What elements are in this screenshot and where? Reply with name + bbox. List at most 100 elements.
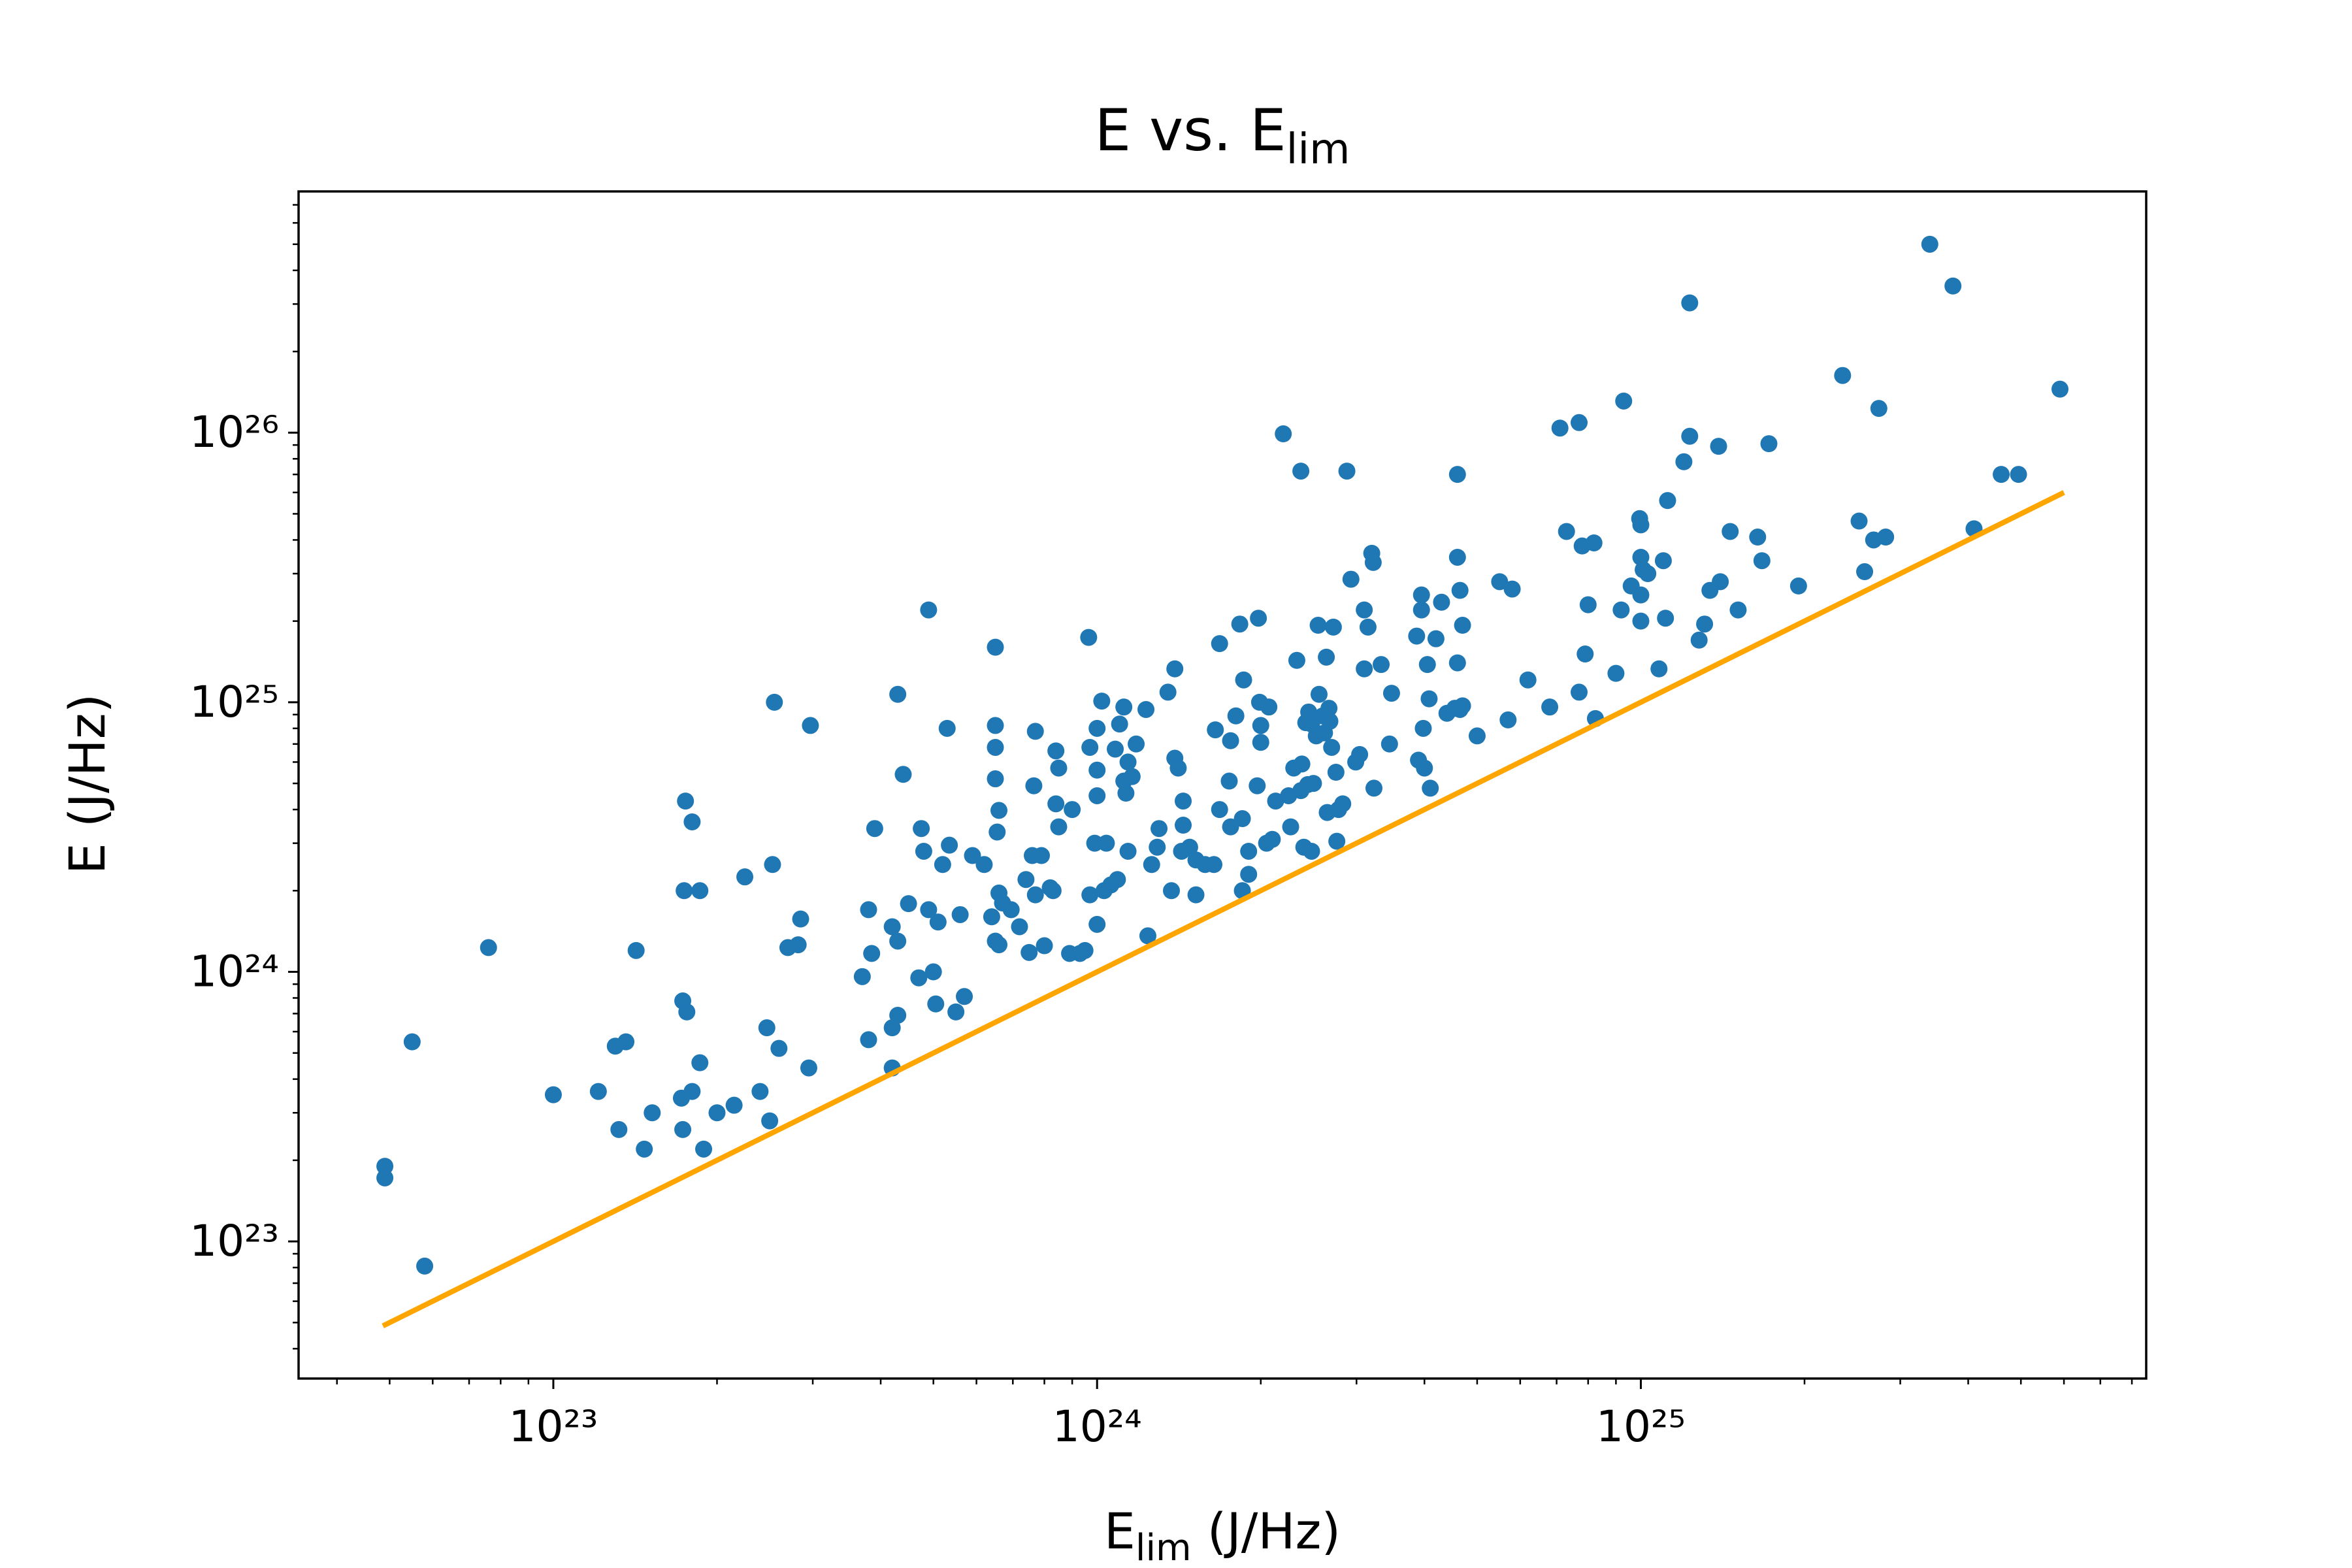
point [1639, 564, 1657, 582]
point [751, 1083, 769, 1100]
point [987, 770, 1004, 788]
point [1109, 871, 1126, 889]
point [1681, 294, 1699, 312]
x-label-rest: (J/Hz) [1192, 1502, 1341, 1560]
point [1159, 683, 1177, 701]
point [1380, 735, 1398, 753]
plot-area [376, 235, 2069, 1329]
point [1021, 943, 1038, 961]
point [1249, 777, 1266, 794]
point [964, 847, 981, 864]
point [1632, 516, 1650, 534]
point [1422, 779, 1439, 797]
point [1356, 601, 1373, 619]
point [1519, 671, 1537, 689]
point [947, 1003, 965, 1021]
point [1166, 660, 1184, 678]
point [1413, 601, 1430, 619]
point [1081, 738, 1099, 756]
point [934, 856, 951, 874]
point [889, 1006, 907, 1024]
point [683, 1083, 701, 1100]
point [1921, 235, 1938, 253]
point [1282, 818, 1299, 836]
point [987, 717, 1004, 734]
point [913, 820, 930, 838]
point [1233, 810, 1251, 828]
point [1310, 685, 1328, 703]
point [1364, 553, 1382, 571]
point [480, 939, 497, 956]
point [1850, 512, 1868, 530]
point [927, 995, 945, 1013]
point [1288, 651, 1305, 669]
point [1541, 698, 1559, 716]
point [1365, 779, 1382, 797]
point [1558, 523, 1575, 540]
point [544, 1086, 562, 1103]
point [1420, 690, 1438, 708]
point [860, 1031, 877, 1049]
point [1448, 654, 1466, 672]
point [1321, 712, 1339, 730]
point [1098, 834, 1115, 852]
point [610, 1120, 628, 1138]
point [1427, 630, 1445, 647]
point [1585, 534, 1603, 551]
point [1222, 818, 1239, 836]
point [1017, 871, 1035, 889]
axes-frame [297, 190, 2148, 1380]
point [627, 941, 645, 959]
x-tick-label: 10²³ [508, 1401, 598, 1452]
point [636, 1140, 653, 1158]
point [1240, 842, 1258, 860]
point [2010, 466, 2027, 483]
point [1654, 552, 1672, 570]
point [802, 717, 819, 734]
point [1267, 792, 1284, 810]
point [900, 895, 917, 913]
point [1632, 612, 1650, 630]
point [1175, 792, 1192, 810]
point [910, 969, 928, 987]
point [1749, 529, 1767, 546]
point [863, 945, 881, 962]
point [416, 1257, 434, 1275]
x-label-main: E [1104, 1502, 1135, 1560]
y-tick-label: 10²⁵ [189, 677, 279, 727]
point [1491, 573, 1509, 591]
point [1615, 392, 1633, 410]
point [1050, 818, 1068, 836]
line [382, 490, 2065, 1329]
point [1064, 801, 1081, 819]
point [1137, 700, 1155, 718]
y-tick-label: 10²⁴ [189, 946, 279, 996]
point [1834, 367, 1852, 384]
point [988, 823, 1006, 841]
point [920, 901, 938, 919]
x-label-subscript: lim [1135, 1527, 1192, 1568]
point [951, 906, 969, 923]
point [1351, 745, 1369, 763]
point [1227, 707, 1245, 725]
point [800, 1059, 817, 1077]
point [889, 932, 907, 950]
point [1081, 886, 1099, 904]
point [1334, 795, 1352, 813]
point [1373, 656, 1390, 674]
point [1211, 801, 1228, 819]
point [1123, 768, 1141, 785]
point [987, 638, 1004, 656]
point [1359, 618, 1377, 636]
chart-title: E vs. Elim [1095, 97, 1350, 174]
point [1382, 685, 1400, 702]
point [860, 901, 877, 919]
point [915, 842, 932, 860]
point [1260, 698, 1278, 716]
point [1080, 629, 1098, 646]
point [990, 936, 1008, 954]
point [1107, 740, 1124, 758]
point [792, 910, 809, 928]
